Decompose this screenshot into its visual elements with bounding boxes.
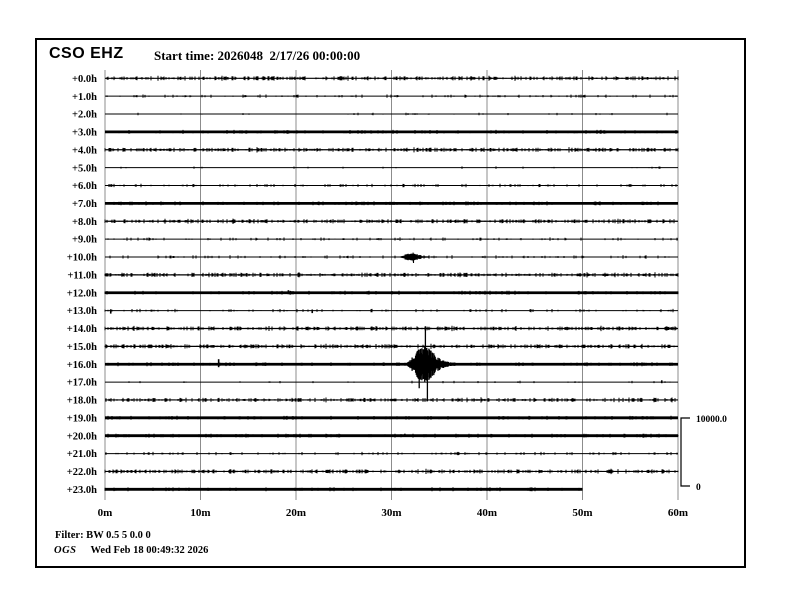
trace-noise (106, 75, 679, 81)
scale-max-label: 10000.0 (696, 415, 727, 425)
hour-label: +6.0h (72, 181, 97, 192)
hour-label: +18.0h (67, 396, 97, 407)
hour-label: +5.0h (72, 163, 97, 174)
hour-label: +21.0h (67, 449, 97, 460)
trace-row: +13.0h (67, 306, 678, 317)
trace-noise (104, 487, 583, 492)
trace-noise (104, 308, 674, 313)
x-axis-tick-label: 50m (572, 507, 592, 519)
hour-label: +9.0h (72, 235, 97, 246)
trace-noise (120, 166, 661, 169)
trace-row: +4.0h (72, 145, 679, 156)
hour-label: +22.0h (67, 467, 97, 478)
trace-noise (118, 129, 679, 134)
trace-noise (108, 183, 677, 188)
x-axis-tick-label: 20m (286, 507, 306, 519)
trace-row: +8.0h (72, 217, 678, 228)
trace-noise (105, 237, 678, 241)
trace-noise (128, 380, 671, 384)
amplitude-scale-bracket (680, 417, 690, 487)
trace-row: +2.0h (72, 110, 678, 121)
trace-noise (105, 415, 678, 420)
trace-row: +0.0h (72, 74, 679, 85)
render-timestamp: Wed Feb 18 00:49:32 2026 (90, 545, 209, 556)
hour-label: +11.0h (67, 271, 97, 282)
trace-noise (105, 397, 676, 403)
trace-row: +19.0h (67, 413, 678, 424)
trace-row: +21.0h (67, 449, 678, 460)
trace-row: +20.0h (67, 431, 679, 442)
hour-label: +2.0h (72, 110, 97, 121)
hour-label: +12.0h (67, 288, 97, 299)
x-axis-tick-label: 10m (190, 507, 210, 519)
trace-row: +18.0h (67, 396, 678, 407)
trace-row: +15.0h (67, 342, 678, 353)
hour-label: +14.0h (67, 324, 97, 335)
trace-noise (104, 325, 677, 332)
amplitude-scale-bar: 10000.0 0 (680, 415, 727, 493)
trace-row: +7.0h (72, 199, 678, 210)
x-axis-tick-label: 40m (477, 507, 497, 519)
hour-label: +17.0h (67, 378, 97, 389)
hour-label: +8.0h (72, 217, 97, 228)
trace-row: +5.0h (72, 163, 678, 174)
footer-line: OGS Wed Feb 18 00:49:32 2026 (54, 545, 208, 556)
plot-frame (35, 38, 746, 568)
start-time-label: Start time: 2026048 2/17/26 00:00:00 (154, 48, 361, 63)
filter-info: Filter: BW 0.5 5 0.0 0 (55, 530, 151, 541)
hour-label: +20.0h (67, 431, 97, 442)
hour-label: +0.0h (72, 74, 97, 85)
ogs-logo-text: OGS (54, 545, 77, 556)
trace-row: +10.0h (67, 252, 678, 264)
trace-row: +1.0h (72, 92, 678, 103)
hour-label: +10.0h (67, 253, 97, 264)
trace-noise (104, 290, 679, 295)
trace-row: +9.0h (72, 235, 678, 246)
trace-noise (104, 218, 677, 224)
trace-row: +6.0h (72, 181, 678, 192)
trace-noise (104, 147, 679, 153)
hour-label: +13.0h (67, 306, 97, 317)
x-axis-tick-label: 0m (98, 507, 113, 519)
x-axis-tick-label: 60m (668, 507, 688, 519)
trace-noise (108, 201, 677, 206)
trace-noise (126, 112, 668, 116)
station-title: CSO EHZ (49, 45, 124, 62)
trace-row: +12.0h (67, 288, 679, 299)
hour-label: +4.0h (72, 145, 97, 156)
trace-noise (105, 451, 678, 456)
trace-row: +17.0h (67, 378, 678, 389)
trace-row: +14.0h (67, 324, 678, 335)
hour-label: +7.0h (72, 199, 97, 210)
hour-label: +23.0h (67, 485, 97, 496)
trace-noise (104, 468, 679, 475)
time-gridlines (104, 70, 679, 500)
trace-noise (107, 433, 679, 438)
event-earthquake (405, 326, 462, 402)
trace-noise (106, 94, 677, 98)
hour-label: +16.0h (67, 360, 97, 371)
trace-noise (104, 272, 679, 278)
event-burst (398, 252, 429, 263)
trace-noise (104, 343, 675, 349)
trace-row: +3.0h (72, 128, 679, 139)
trace-row: +22.0h (67, 467, 679, 478)
hour-label: +1.0h (72, 92, 97, 103)
trace-row: +11.0h (67, 271, 679, 282)
hour-label: +19.0h (67, 413, 97, 424)
x-axis-tick-label: 30m (381, 507, 401, 519)
hour-label: +3.0h (72, 128, 97, 139)
trace-row: +16.0h (67, 326, 678, 402)
hour-label: +15.0h (67, 342, 97, 353)
trace-row: +23.0h (67, 485, 583, 496)
scale-min-label: 0 (696, 483, 701, 493)
